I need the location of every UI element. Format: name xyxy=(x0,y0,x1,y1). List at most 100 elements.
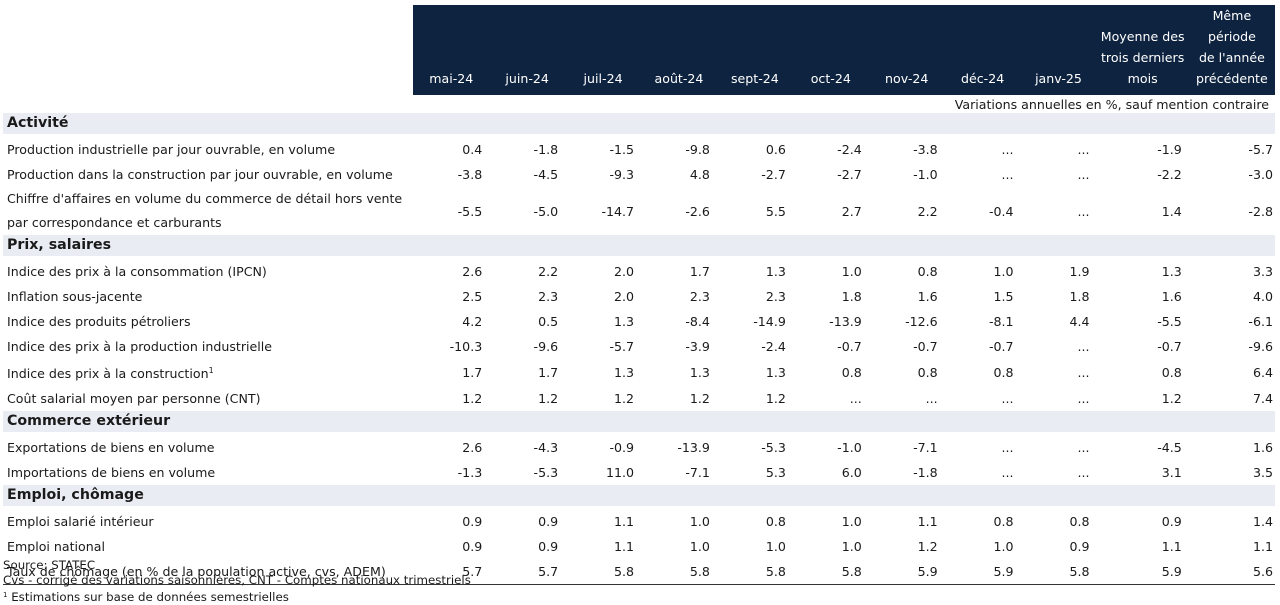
value-cell: 5.7 xyxy=(413,559,490,585)
value-cell: 0.9 xyxy=(538,514,559,529)
row-label: Indice des prix à la production industri… xyxy=(3,334,413,359)
value-cell: 2.6 xyxy=(462,264,483,279)
value-cell: 5.8 xyxy=(792,559,869,585)
row-label-text: Exportations de biens en volume xyxy=(7,439,215,455)
value-cell: ... xyxy=(1077,465,1090,480)
row-label-text: Indice des prix à la consommation (IPCN) xyxy=(7,263,267,279)
value-cell: -13.9 xyxy=(829,314,862,329)
value-cell: 0.9 xyxy=(1161,514,1182,529)
value-cell: -1.3 xyxy=(457,465,483,480)
row-label: Emploi salarié intérieur xyxy=(3,509,413,534)
header-month: juin-24 xyxy=(489,5,566,95)
value-cell: 2.3 xyxy=(765,289,786,304)
value-cell: 1.0 xyxy=(993,264,1014,279)
value-cell: 1.0 xyxy=(841,539,862,554)
section-header: Emploi, chômage xyxy=(3,485,1275,506)
value-cell: 2.2 xyxy=(538,264,559,279)
value-cell: 4.4 xyxy=(1069,314,1090,329)
value-cell: -14.9 xyxy=(753,314,786,329)
value-cell: 1.7 xyxy=(538,365,559,380)
source-note: Source: STATEC xyxy=(3,558,96,572)
value-cell: 5.8 xyxy=(716,559,793,585)
value-cell: 1.2 xyxy=(538,391,559,406)
row-label-text: Coût salarial moyen par personne (CNT) xyxy=(7,390,261,406)
row-label-text: Importations de biens en volume xyxy=(7,464,216,480)
value-cell: -2.8 xyxy=(1248,203,1273,219)
value-cell: 3.1 xyxy=(1161,465,1182,480)
header-month: oct-24 xyxy=(792,5,869,95)
row-label-text: Emploi salarié intérieur xyxy=(7,513,154,529)
value-cell: -12.6 xyxy=(905,314,938,329)
value-cell: 2.2 xyxy=(917,203,938,219)
value-cell: 0.9 xyxy=(462,539,483,554)
section-header: Prix, salaires xyxy=(3,235,1275,256)
value-cell: ... xyxy=(849,391,862,406)
value-cell: 1.3 xyxy=(689,365,710,380)
section-header: Commerce extérieur xyxy=(3,411,1275,432)
value-cell: 0.9 xyxy=(462,514,483,529)
value-cell: 1.3 xyxy=(614,314,635,329)
value-cell: -1.8 xyxy=(913,465,938,480)
value-cell: -5.5 xyxy=(1157,314,1182,329)
value-cell: 1.5 xyxy=(993,289,1014,304)
row-label: Indice des produits pétroliers xyxy=(3,309,413,334)
value-cell: 0.8 xyxy=(917,365,938,380)
value-cell: -1.8 xyxy=(533,142,559,157)
value-cell: 6.4 xyxy=(1252,365,1273,380)
section-title: Activité xyxy=(3,113,1275,134)
value-cell: 0.8 xyxy=(993,365,1014,380)
value-cell: -1.0 xyxy=(837,440,862,455)
value-cell: 0.4 xyxy=(462,142,483,157)
value-cell: 1.6 xyxy=(1252,440,1273,455)
row-label: Production dans la construction par jour… xyxy=(3,162,413,187)
value-cell: -2.4 xyxy=(837,142,862,157)
table-row: Emploi national 0.9 0.9 1.1 1.0 1.0 1.0 1.2 1.0 0… xyxy=(3,534,1275,559)
header-avg-line: Moyenne des xyxy=(1100,29,1185,44)
table-row: Indice des prix à la production industri… xyxy=(3,334,1275,359)
row-label: Emploi national xyxy=(3,534,413,559)
row-label: Indice des prix à la construction1 xyxy=(3,359,413,386)
row-label-text: Production industrielle par jour ouvrabl… xyxy=(7,141,336,157)
value-cell: -5.7 xyxy=(609,339,635,354)
row-label-text: Indice des prix à la construction xyxy=(7,366,209,381)
value-cell: ... xyxy=(1001,391,1014,406)
value-cell: 2.7 xyxy=(841,203,862,219)
row-label-text: Chiffre d'affaires en volume du commerce… xyxy=(7,191,403,230)
value-cell: 1.7 xyxy=(462,365,483,380)
value-cell: 4.0 xyxy=(1252,289,1273,304)
unit-note: Variations annuelles en %, sauf mention … xyxy=(954,97,1269,112)
value-cell: ... xyxy=(1077,167,1090,182)
header-month: janv-25 xyxy=(1020,5,1097,95)
value-cell: -3.0 xyxy=(1248,167,1273,182)
value-cell: 5.8 xyxy=(565,559,642,585)
value-cell: -1.9 xyxy=(1157,142,1182,157)
section-header: Activité xyxy=(3,113,1275,134)
value-cell: 7.4 xyxy=(1252,391,1273,406)
value-cell: -3.8 xyxy=(457,167,483,182)
value-cell: 1.1 xyxy=(917,514,938,529)
value-cell: 2.0 xyxy=(614,289,635,304)
value-cell: 3.5 xyxy=(1252,465,1273,480)
value-cell: -6.1 xyxy=(1248,314,1273,329)
value-cell: ... xyxy=(1001,440,1014,455)
header-month: déc-24 xyxy=(944,5,1021,95)
value-cell: 1.2 xyxy=(462,391,483,406)
table-body: Variations annuelles en %, sauf mention … xyxy=(3,95,1275,585)
value-cell: 1.3 xyxy=(765,365,786,380)
value-cell: 1.4 xyxy=(1161,203,1182,219)
table-row: Indice des prix à la consommation (IPCN)… xyxy=(3,259,1275,284)
value-cell: 2.6 xyxy=(462,440,483,455)
row-label-text: Emploi national xyxy=(7,538,105,554)
value-cell: -10.3 xyxy=(449,339,483,354)
value-cell: 4.2 xyxy=(462,314,483,329)
value-cell: 1.8 xyxy=(841,289,862,304)
row-label-text: Taux de chômage (en % de la population a… xyxy=(7,563,386,579)
header-previous-year: Même période de l'année précédente xyxy=(1188,5,1275,95)
value-cell: 1.6 xyxy=(1161,289,1182,304)
value-cell: 1.3 xyxy=(1161,264,1182,279)
value-cell: -0.4 xyxy=(988,203,1014,219)
estimation-note: 1 Estimations sur base de données semest… xyxy=(3,588,471,605)
value-cell: 2.3 xyxy=(538,289,559,304)
value-cell: -2.2 xyxy=(1157,167,1182,182)
table-row: Taux de chômage (en % de la population a… xyxy=(3,559,1275,585)
